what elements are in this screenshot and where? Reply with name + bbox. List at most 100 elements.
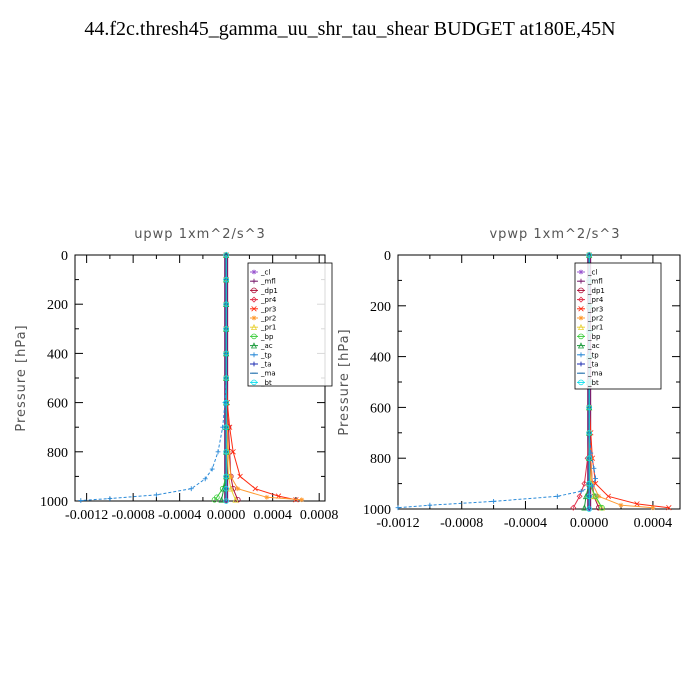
- y-tick-label: 200: [47, 298, 68, 313]
- legend-box: [247, 262, 333, 387]
- legend-marker: [577, 323, 585, 330]
- x-tick-label: -0.0012: [65, 508, 108, 523]
- legend-label: _bt: [260, 379, 272, 387]
- legend-label: _ta: [260, 361, 272, 369]
- series-point-tp: [78, 498, 84, 503]
- legend-marker: [251, 306, 257, 312]
- series-point-bt: [586, 252, 592, 258]
- legend-label: _pr2: [587, 315, 603, 323]
- legend-label: _ac: [587, 342, 600, 350]
- series-point-bt: [586, 506, 592, 512]
- series-point-bt: [223, 448, 229, 455]
- y-tick-label: 600: [370, 401, 391, 416]
- legend-label: _ta: [587, 361, 599, 369]
- legend-label: _dp1: [587, 287, 605, 295]
- legend-label: _ac: [260, 342, 273, 350]
- legend-label: _ma: [260, 370, 276, 378]
- x-tick-label: 0.0004: [253, 508, 292, 523]
- series-point-bt: [586, 493, 592, 500]
- series-point-tp: [202, 476, 208, 482]
- legend-label: _pr4: [587, 296, 604, 304]
- y-tick-label: 0: [384, 249, 391, 264]
- series-point-bp: [592, 493, 599, 500]
- legend-marker: [578, 306, 584, 312]
- series-point-tp: [395, 505, 401, 511]
- legend-label: _cl: [260, 269, 270, 277]
- figure-title: 44.f2c.thresh45_gamma_uu_shr_tau_shear B…: [84, 18, 616, 40]
- legend-marker: [577, 342, 585, 349]
- legend-marker: [251, 352, 257, 358]
- legend-marker: [251, 333, 257, 340]
- legend-marker: [578, 352, 584, 358]
- series-point-tp: [209, 466, 215, 472]
- legend-label: _tp: [260, 351, 272, 359]
- series-point-pr3: [605, 493, 611, 499]
- series-point-tp: [589, 483, 595, 489]
- panel-title: upwp 1xm^2/s^3: [134, 227, 266, 242]
- legend-label: _dp1: [260, 287, 278, 295]
- legend-marker: [251, 269, 257, 275]
- series-point-pr2: [299, 497, 305, 503]
- x-tick-label: 0.0000: [207, 508, 246, 523]
- y-tick-label: 0: [61, 249, 68, 264]
- series-point-bp: [211, 496, 218, 503]
- series-point-pr3: [634, 501, 640, 507]
- series-point-bt: [223, 399, 229, 406]
- series-point-bt: [223, 473, 229, 480]
- legend-label: _pr2: [260, 315, 276, 323]
- legend-marker: [578, 287, 584, 294]
- series-point-pr1: [227, 485, 234, 492]
- legend-marker: [578, 278, 584, 284]
- series-point-ac: [218, 496, 225, 503]
- legend-marker: [250, 342, 258, 349]
- series-point-pr2: [264, 494, 270, 500]
- x-tick-label: 0.0000: [570, 516, 609, 531]
- y-tick-label: 600: [47, 397, 68, 412]
- series-point-tp: [491, 498, 496, 504]
- legend-marker: [251, 278, 257, 284]
- series-line-tp: [80, 255, 227, 502]
- series-point-tp: [591, 465, 597, 471]
- series-point-pr2: [650, 505, 656, 511]
- y-tick-label: 1000: [363, 503, 391, 518]
- legend-label: _tp: [587, 351, 599, 359]
- legend-marker: [578, 379, 584, 386]
- x-tick-label: -0.0012: [376, 516, 419, 531]
- legend-label: _bp: [260, 333, 274, 341]
- legend-marker: [578, 269, 584, 275]
- x-tick-label: -0.0008: [112, 508, 155, 523]
- y-tick-label: 1000: [40, 495, 68, 510]
- series-point-bt: [223, 252, 229, 258]
- panel-title: vpwp 1xm^2/s^3: [489, 227, 620, 242]
- series-point-bt: [223, 276, 229, 283]
- series-point-pr4: [576, 493, 583, 500]
- y-tick-label: 400: [47, 347, 68, 362]
- series-point-tp: [593, 476, 598, 481]
- legend-marker: [251, 379, 257, 386]
- series-point-pr3: [666, 505, 672, 511]
- series-point-pr3: [230, 449, 236, 455]
- legend-label: _mfl: [260, 278, 276, 286]
- vpwp-panel: vpwp 1xm^2/s^3 Pressure [hPa] 0 200 400 600 80…: [337, 227, 681, 531]
- legend-marker: [578, 333, 584, 340]
- series-point-bt: [586, 429, 592, 436]
- series-point-pr4: [570, 504, 577, 511]
- legend-marker: [251, 296, 257, 303]
- legend-label: _cl: [587, 269, 597, 277]
- x-tick-label: -0.0004: [504, 516, 547, 531]
- legend-marker: [578, 361, 584, 367]
- legend-label: _mfl: [587, 278, 603, 286]
- series-point-bt: [586, 455, 592, 462]
- legend-label: _pr1: [587, 324, 603, 332]
- series-point-bt: [223, 498, 229, 504]
- series-point-tp: [215, 449, 221, 455]
- legend-label: _bp: [587, 333, 601, 341]
- y-axis-label: Pressure [hPa]: [14, 324, 29, 431]
- x-tick-label: -0.0004: [158, 508, 201, 523]
- x-tick-label: 0.0008: [300, 508, 339, 523]
- legend-marker: [578, 296, 584, 303]
- series-point-tp: [578, 488, 584, 494]
- series-point-bt: [586, 480, 592, 487]
- upwp-panel: upwp 1xm^2/s^3 Pressure [hPa] 0 200 400 600 80…: [14, 227, 338, 523]
